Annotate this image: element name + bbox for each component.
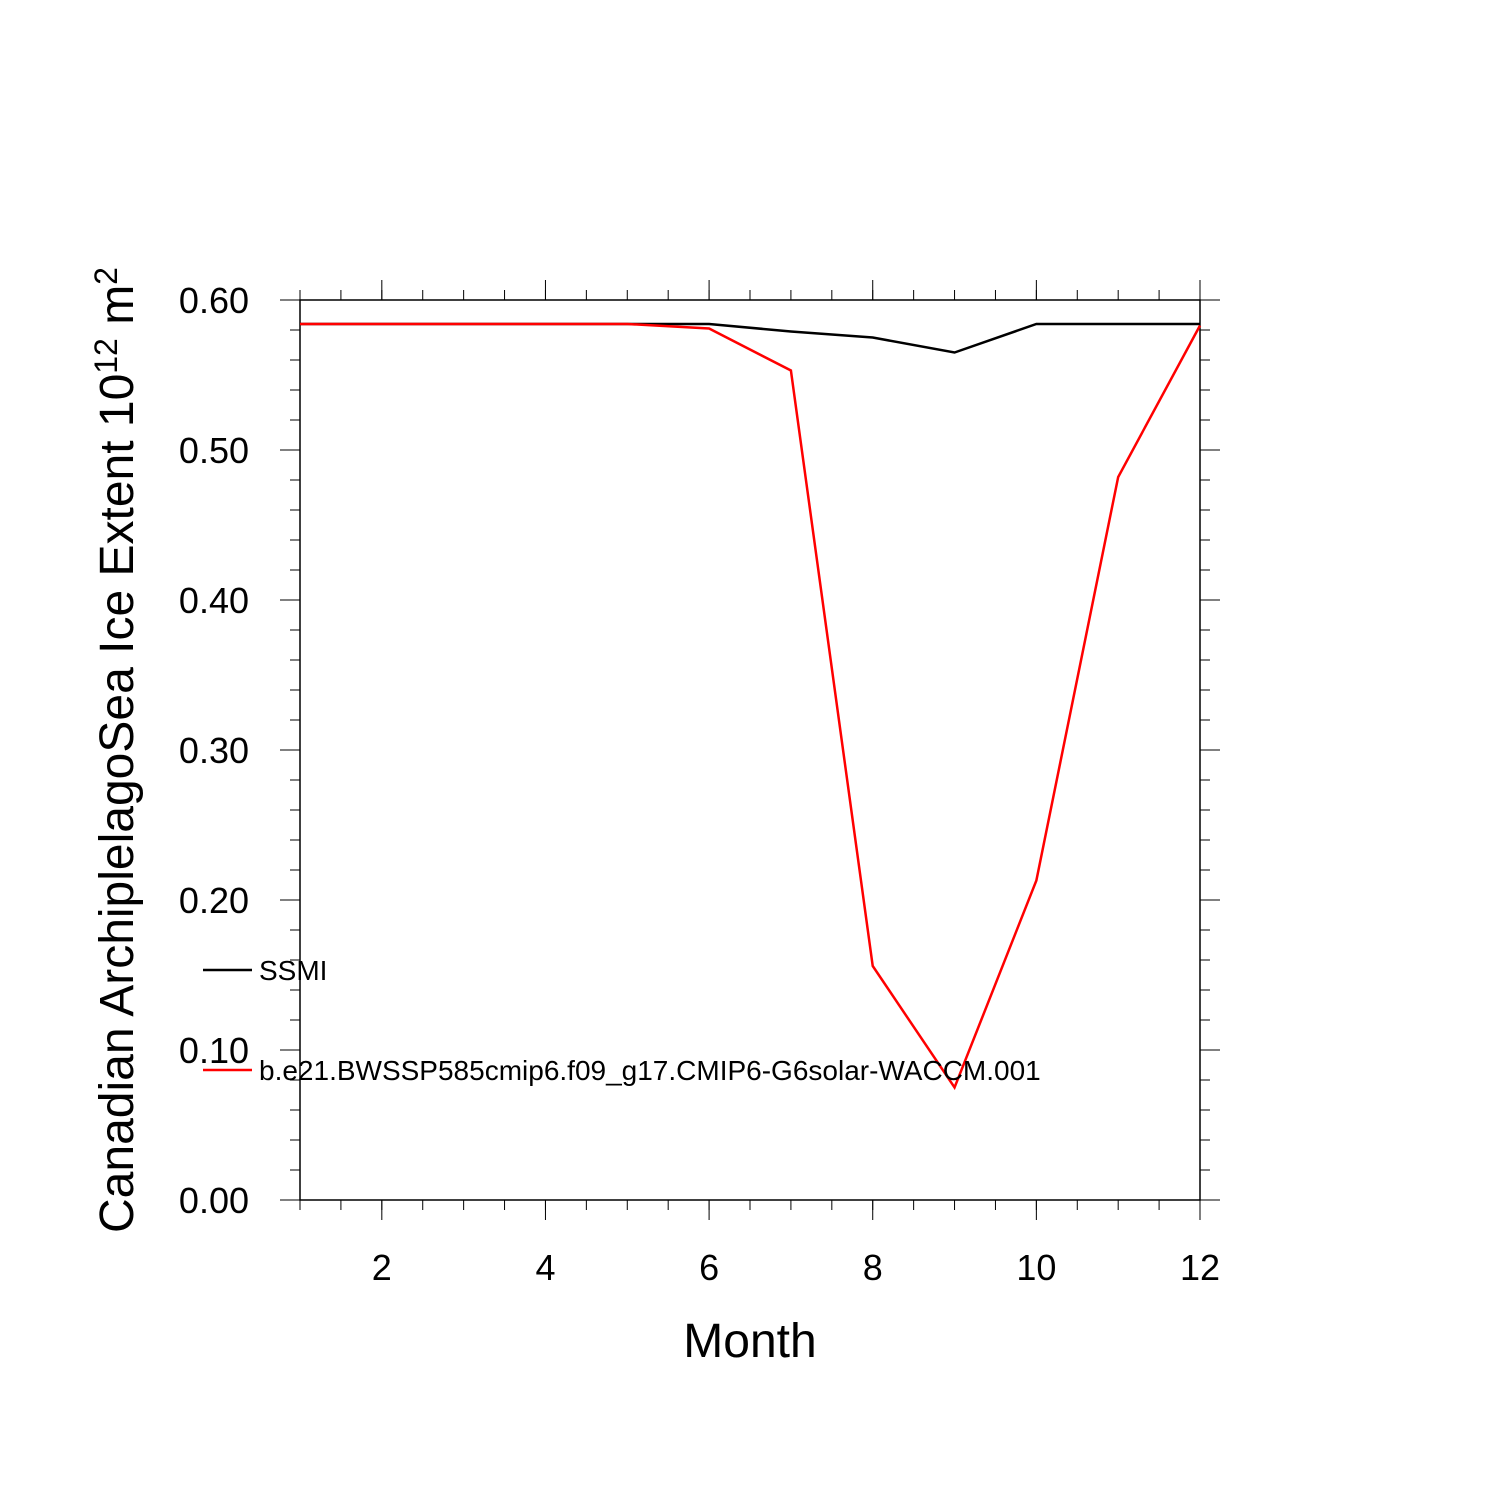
x-tick-label: 8 (863, 1247, 883, 1288)
series-line-2 (300, 322, 1202, 1091)
x-axis-title: Month (683, 1315, 816, 1368)
x-tick-label: 10 (1016, 1247, 1056, 1288)
y-tick-label: 0.00 (179, 1180, 249, 1221)
major-ticks (280, 280, 1220, 1220)
y-axis-title: Canadian ArchiplelagoSea Ice Extent 1012… (88, 267, 144, 1233)
plot-frame (299, 299, 1201, 1201)
y-tick-label: 0.10 (179, 1030, 249, 1071)
x-tick-label: 12 (1180, 1247, 1220, 1288)
y-axis-title-exponent: 12 (88, 338, 124, 374)
y-tick-label: 0.60 (179, 280, 249, 321)
x-tick-label: 4 (535, 1247, 555, 1288)
legend: SSMI b.e21.BWSSP585cmip6.f09_g17.CMIP6-G6… (203, 955, 1041, 1086)
series-lines (300, 322, 1202, 1091)
legend-label: b.e21.BWSSP585cmip6.f09_g17.CMIP6-G6sola… (259, 1055, 1041, 1086)
x-tick-label: 6 (699, 1247, 719, 1288)
y-tick-label: 0.50 (179, 430, 249, 471)
y-axis-title-main: Canadian ArchiplelagoSea Ice Extent 10 (91, 374, 144, 1233)
y-axis-title-unit: m (91, 285, 144, 338)
legend-label: SSMI (259, 955, 327, 986)
x-tick-label: 2 (372, 1247, 392, 1288)
y-tick-labels: 0.00 0.10 0.20 0.30 0.40 0.50 0.60 (179, 280, 249, 1221)
y-tick-label: 0.40 (179, 580, 249, 621)
y-tick-label: 0.20 (179, 880, 249, 921)
y-axis-title-unit-exponent: 2 (88, 267, 124, 285)
x-tick-labels: 2 4 6 8 10 12 (372, 1247, 1220, 1288)
y-tick-label: 0.30 (179, 730, 249, 771)
